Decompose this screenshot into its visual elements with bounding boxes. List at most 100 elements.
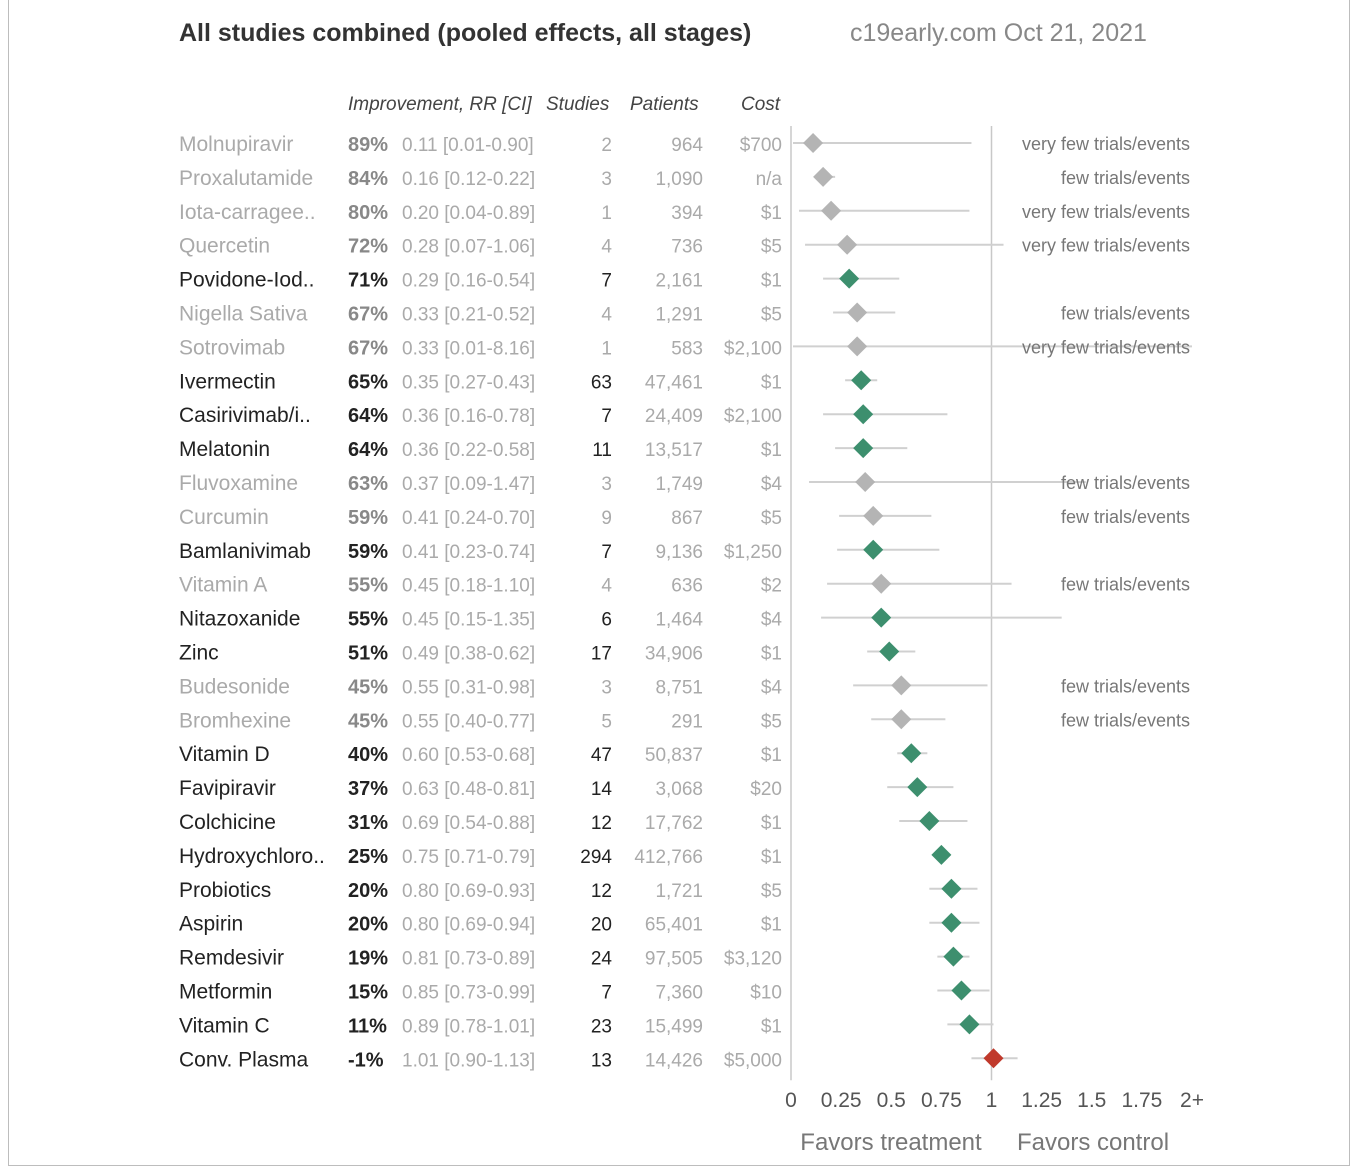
treatment-name: Proxalutamide bbox=[179, 167, 313, 190]
forest-row: Bromhexine 45% 0.55 [0.40-0.77] 5 291 $5 few t… bbox=[179, 709, 1190, 732]
treatment-name: Povidone-Iod.. bbox=[179, 269, 314, 292]
studies-count: 1 bbox=[601, 203, 612, 224]
forest-row: Metformin 15% 0.85 [0.73-0.99] 7 7,360 $10 bbox=[179, 980, 990, 1004]
x-tick-label: 1.25 bbox=[1021, 1089, 1062, 1112]
forest-row: Nitazoxanide 55% 0.45 [0.15-1.35] 6 1,464 $4 bbox=[179, 607, 1062, 631]
studies-count: 47 bbox=[591, 745, 612, 766]
studies-count: 5 bbox=[601, 711, 612, 732]
cost-value: $700 bbox=[740, 135, 782, 156]
improvement-value: 40% bbox=[348, 744, 388, 766]
forest-row: Budesonide 45% 0.55 [0.31-0.98] 3 8,751 $4 few… bbox=[179, 675, 1190, 698]
improvement-value: 19% bbox=[348, 948, 388, 970]
effect-diamond bbox=[941, 912, 962, 933]
effect-diamond bbox=[813, 166, 834, 187]
effect-diamond bbox=[871, 607, 892, 628]
effect-diamond bbox=[951, 980, 972, 1001]
studies-count: 9 bbox=[601, 508, 612, 529]
patients-count: 97,505 bbox=[645, 949, 703, 970]
patients-count: 14,426 bbox=[645, 1050, 703, 1071]
effect-diamond bbox=[871, 573, 892, 594]
effect-diamond bbox=[853, 438, 874, 459]
effect-diamond bbox=[847, 302, 868, 323]
studies-count: 24 bbox=[591, 949, 613, 970]
cost-value: $2,100 bbox=[724, 338, 782, 359]
rr-ci-value: 0.80 [0.69-0.93] bbox=[402, 881, 535, 902]
evidence-note: very few trials/events bbox=[1022, 236, 1190, 256]
forest-row: Casirivimab/i.. 64% 0.36 [0.16-0.78] 7 24,40… bbox=[179, 404, 948, 427]
effect-diamond bbox=[901, 743, 922, 764]
rr-ci-value: 0.63 [0.48-0.81] bbox=[402, 779, 535, 800]
treatment-name: Conv. Plasma bbox=[179, 1048, 308, 1071]
improvement-value: 64% bbox=[348, 405, 388, 427]
studies-count: 4 bbox=[601, 237, 612, 258]
rr-ci-value: 0.41 [0.23-0.74] bbox=[402, 542, 535, 563]
cost-value: $3,120 bbox=[724, 949, 782, 970]
rr-ci-value: 0.55 [0.40-0.77] bbox=[402, 711, 535, 732]
improvement-value: 63% bbox=[348, 473, 388, 495]
forest-row: Povidone-Iod.. 71% 0.29 [0.16-0.54] 7 2,161 $… bbox=[179, 268, 900, 292]
rr-ci-value: 0.60 [0.53-0.68] bbox=[402, 745, 535, 766]
rr-ci-value: 0.33 [0.01-8.16] bbox=[402, 338, 535, 359]
improvement-value: 80% bbox=[348, 202, 388, 224]
header-studies: Studies bbox=[546, 94, 610, 115]
studies-count: 13 bbox=[591, 1050, 612, 1071]
header-cost: Cost bbox=[741, 94, 781, 115]
improvement-value: 72% bbox=[348, 236, 388, 258]
forest-row: Bamlanivimab 59% 0.41 [0.23-0.74] 7 9,136 $1,… bbox=[179, 539, 940, 563]
treatment-name: Curcumin bbox=[179, 506, 269, 529]
rr-ci-value: 0.80 [0.69-0.94] bbox=[402, 915, 535, 936]
evidence-note: few trials/events bbox=[1061, 676, 1190, 696]
treatment-name: Ivermectin bbox=[179, 370, 276, 393]
forest-row: Vitamin A 55% 0.45 [0.18-1.10] 4 636 $2 few tr… bbox=[179, 573, 1190, 597]
patients-count: 1,721 bbox=[655, 881, 703, 902]
improvement-value: 25% bbox=[348, 846, 388, 868]
evidence-note: few trials/events bbox=[1061, 575, 1190, 595]
cost-value: $4 bbox=[761, 474, 783, 495]
treatment-name: Colchicine bbox=[179, 811, 276, 834]
patients-count: 3,068 bbox=[655, 779, 703, 800]
rr-ci-value: 0.41 [0.24-0.70] bbox=[402, 508, 535, 529]
studies-count: 12 bbox=[591, 813, 612, 834]
patients-count: 15,499 bbox=[645, 1016, 703, 1037]
studies-count: 20 bbox=[591, 915, 612, 936]
rr-ci-value: 0.37 [0.09-1.47] bbox=[402, 474, 535, 495]
studies-count: 12 bbox=[591, 881, 612, 902]
treatment-name: Nitazoxanide bbox=[179, 608, 300, 631]
patients-count: 24,409 bbox=[645, 406, 703, 427]
improvement-value: 59% bbox=[348, 507, 388, 529]
rr-ci-value: 0.36 [0.16-0.78] bbox=[402, 406, 535, 427]
effect-diamond bbox=[891, 675, 912, 696]
cost-value: $1 bbox=[761, 271, 782, 292]
forest-row: Sotrovimab 67% 0.33 [0.01-8.16] 1 583 $2,100 v… bbox=[179, 336, 1192, 359]
chart-title: All studies combined (pooled effects, al… bbox=[179, 19, 751, 47]
favors-treatment-label: Favors treatment bbox=[800, 1129, 982, 1156]
effect-diamond bbox=[931, 844, 952, 865]
studies-count: 23 bbox=[591, 1016, 612, 1037]
patients-count: 964 bbox=[671, 135, 703, 156]
evidence-note: few trials/events bbox=[1061, 304, 1190, 324]
patients-count: 47,461 bbox=[645, 372, 703, 393]
cost-value: $1 bbox=[761, 203, 782, 224]
forest-row: Vitamin D 40% 0.60 [0.53-0.68] 47 50,837 $1 bbox=[179, 743, 928, 766]
rr-ci-value: 0.33 [0.21-0.52] bbox=[402, 305, 535, 326]
patients-count: 583 bbox=[671, 338, 703, 359]
treatment-name: Favipiravir bbox=[179, 777, 276, 800]
improvement-value: 11% bbox=[348, 1015, 387, 1037]
rr-ci-value: 0.85 [0.73-0.99] bbox=[402, 983, 535, 1004]
cost-value: $10 bbox=[750, 983, 782, 1004]
cost-value: $1 bbox=[761, 813, 782, 834]
forest-row: Quercetin 72% 0.28 [0.07-1.06] 4 736 $5 very f… bbox=[179, 234, 1190, 258]
x-tick-label: 0.5 bbox=[877, 1089, 906, 1112]
rr-ci-value: 0.81 [0.73-0.89] bbox=[402, 949, 535, 970]
treatment-name: Fluvoxamine bbox=[179, 472, 298, 495]
favors-control-label: Favors control bbox=[1017, 1129, 1169, 1156]
forest-row: Colchicine 31% 0.69 [0.54-0.88] 12 17,762 $1 bbox=[179, 811, 968, 834]
effect-diamond bbox=[853, 404, 874, 425]
forest-row: Ivermectin 65% 0.35 [0.27-0.43] 63 47,461 $1 bbox=[179, 370, 878, 393]
improvement-value: 45% bbox=[348, 676, 388, 698]
studies-count: 4 bbox=[601, 576, 612, 597]
patients-count: 412,766 bbox=[634, 847, 703, 868]
studies-count: 7 bbox=[601, 271, 612, 292]
patients-count: 9,136 bbox=[655, 542, 703, 563]
